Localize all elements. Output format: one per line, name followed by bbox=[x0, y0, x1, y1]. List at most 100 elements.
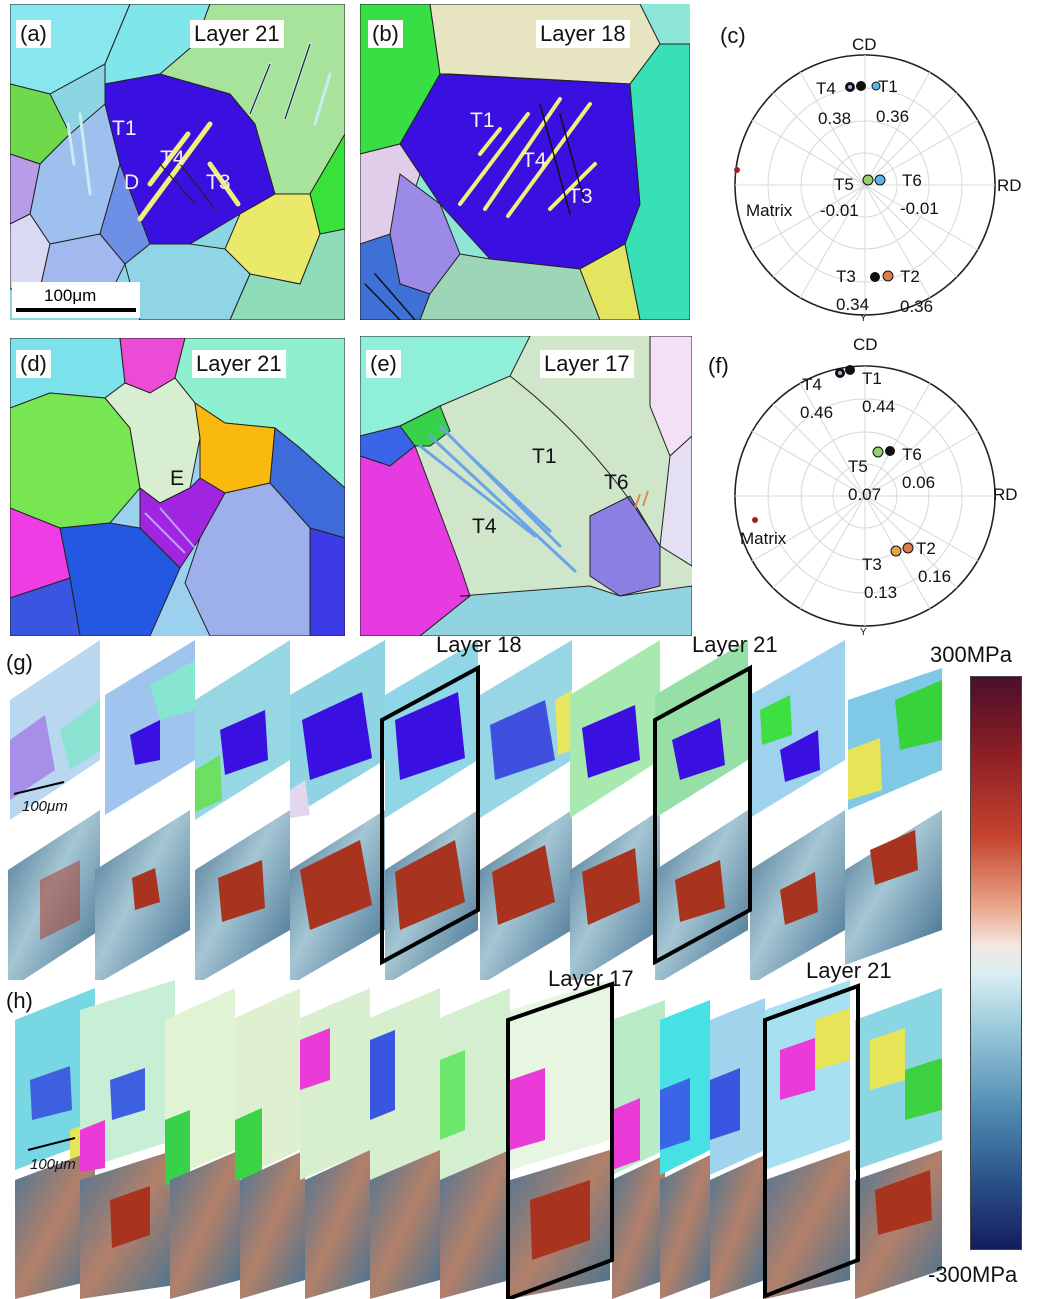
pf-c-y-label: Y bbox=[860, 313, 867, 324]
slice-h-2 bbox=[80, 980, 175, 1299]
slice-g-10 bbox=[845, 668, 942, 965]
slice-g-7 bbox=[570, 640, 660, 980]
slice-h-6 bbox=[370, 988, 440, 1299]
serial-section-stack-h bbox=[15, 980, 942, 1299]
pf-f-cd-label: CD bbox=[853, 335, 878, 354]
pf-f-t5-value: 0.07 bbox=[848, 485, 882, 504]
ebsd-map-e bbox=[360, 336, 692, 636]
pf-c-matrix-label: Matrix bbox=[746, 201, 793, 220]
twin-label-t1: T1 bbox=[112, 117, 137, 140]
twin-label-t6-e: T6 bbox=[604, 471, 629, 494]
panel-g-highlight-1-label: Layer 18 bbox=[436, 632, 522, 657]
pf-c-t4-name: T4 bbox=[816, 79, 836, 98]
pf-c-t2-value: 0.36 bbox=[900, 297, 934, 316]
pf-f-t4-value: 0.46 bbox=[800, 403, 834, 422]
slice-h-11 bbox=[710, 998, 765, 1299]
pf-c-rd-label: RD bbox=[997, 176, 1022, 195]
highlight-frame-g-1 bbox=[380, 664, 480, 966]
slice-h-1 bbox=[15, 988, 95, 1299]
panel-c-tag: (c) bbox=[716, 22, 750, 50]
pf-f-rd-label: RD bbox=[993, 485, 1018, 504]
slice-g-9 bbox=[750, 640, 845, 980]
pf-c-cd-label: CD bbox=[852, 35, 877, 54]
highlight-frame-h-1 bbox=[506, 981, 614, 1299]
panel-h-highlight-2-label: Layer 21 bbox=[806, 958, 892, 983]
slice-h-13 bbox=[855, 988, 942, 1299]
slice-g-6 bbox=[480, 640, 572, 980]
scale-bar-text: 100μm bbox=[44, 286, 97, 305]
slice-g-5 bbox=[385, 640, 478, 980]
slice-g-2 bbox=[95, 640, 195, 980]
pf-f-t4-name: T4 bbox=[802, 375, 822, 394]
colorbar-max-label: 300MPa bbox=[930, 642, 1012, 667]
twin-label-t3: T3 bbox=[206, 171, 231, 194]
grain-label-d: D bbox=[124, 171, 140, 194]
scale-bar-g-line bbox=[13, 781, 65, 795]
pf-c-t6-value: -0.01 bbox=[900, 199, 939, 218]
scale-bar-h-line bbox=[27, 1137, 76, 1151]
slice-h-8 bbox=[510, 980, 610, 1299]
pf-f-t3-value: 0.13 bbox=[864, 583, 898, 602]
highlight-frame-g-2 bbox=[653, 664, 752, 966]
panel-g-scalebar-label: 100μm bbox=[22, 798, 68, 815]
panel-b-layer-label: Layer 18 bbox=[536, 20, 630, 48]
panel-e-ebsd-map bbox=[360, 336, 692, 636]
panel-h-tag: (h) bbox=[6, 988, 33, 1013]
panel-a-ebsd-map bbox=[10, 4, 345, 320]
pf-c-t3-value: 0.34 bbox=[836, 295, 870, 314]
slice-h-10 bbox=[660, 1000, 710, 1299]
slice-h-5 bbox=[300, 988, 370, 1299]
panel-d-tag: (d) bbox=[16, 350, 51, 378]
twin-label-t1-b: T1 bbox=[470, 109, 495, 132]
twin-label-t4-e: T4 bbox=[472, 515, 497, 538]
slice-h-4 bbox=[235, 988, 305, 1299]
pf-c-t1-value: 0.36 bbox=[876, 107, 910, 126]
panel-e-tag: (e) bbox=[366, 350, 401, 378]
slice-h-9 bbox=[612, 1000, 665, 1299]
serial-section-stack-g bbox=[8, 640, 942, 980]
twin-label-t4: T4 bbox=[160, 147, 185, 170]
panel-a-layer-label: Layer 21 bbox=[190, 20, 284, 48]
ebsd-map-a bbox=[10, 4, 345, 320]
highlight-frame-h-2 bbox=[763, 983, 860, 1299]
slice-g-1 bbox=[8, 640, 100, 980]
pf-f-t6-value: 0.06 bbox=[902, 473, 936, 492]
panel-a-tag: (a) bbox=[16, 20, 51, 48]
panel-d-ebsd-map bbox=[10, 338, 345, 636]
slice-g-3 bbox=[195, 640, 290, 980]
twin-label-t3-b: T3 bbox=[568, 185, 593, 208]
pole-figure-c bbox=[734, 54, 996, 316]
pole-figure-f bbox=[734, 365, 996, 627]
panel-g-tag: (g) bbox=[6, 650, 33, 675]
scale-bar-a: 100μm bbox=[12, 282, 140, 318]
slice-h-7 bbox=[440, 988, 510, 1299]
panel-e-layer-label: Layer 17 bbox=[540, 350, 634, 378]
pf-f-t2-name: T2 bbox=[916, 539, 936, 558]
ebsd-map-d bbox=[10, 338, 345, 636]
panel-h-scalebar-label: 100μm bbox=[30, 1156, 76, 1173]
pf-c-t3-name: T3 bbox=[836, 267, 856, 286]
pf-f-t1-name: T1 bbox=[862, 369, 882, 388]
twin-label-t4-b: T4 bbox=[522, 149, 547, 172]
panel-f-tag: (f) bbox=[704, 352, 733, 380]
panel-b-tag: (b) bbox=[368, 20, 403, 48]
pf-c-t6-name: T6 bbox=[902, 171, 922, 190]
panel-d-layer-label: Layer 21 bbox=[192, 350, 286, 378]
pf-f-t2-value: 0.16 bbox=[918, 567, 952, 586]
pf-f-t5-name: T5 bbox=[848, 457, 868, 476]
slice-h-12 bbox=[765, 980, 850, 1299]
grain-label-e: E bbox=[170, 467, 185, 490]
pf-c-t5-name: T5 bbox=[834, 175, 854, 194]
pf-c-t2-name: T2 bbox=[900, 267, 920, 286]
twin-label-t1-e: T1 bbox=[532, 445, 557, 468]
pf-f-t3-name: T3 bbox=[862, 555, 882, 574]
slice-g-4 bbox=[290, 640, 385, 980]
pf-f-matrix-label: Matrix bbox=[740, 529, 787, 548]
pf-c-t5-value: -0.01 bbox=[820, 201, 859, 220]
pf-c-t1-name: T1 bbox=[878, 77, 898, 96]
colorbar-min-label: -300MPa bbox=[928, 1262, 1018, 1287]
slice-g-8 bbox=[655, 640, 748, 980]
pf-c-t4-value: 0.38 bbox=[818, 109, 852, 128]
stress-colorbar bbox=[970, 676, 1022, 1250]
pf-f-t1-value: 0.44 bbox=[862, 397, 896, 416]
